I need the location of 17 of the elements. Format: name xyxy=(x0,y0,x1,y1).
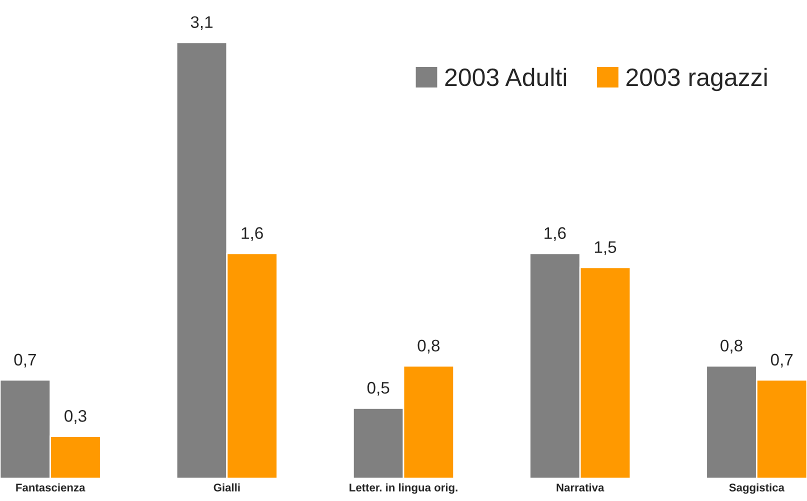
data-label: 0,8 xyxy=(720,340,742,354)
data-label: 0,8 xyxy=(418,340,440,354)
x-tick-label: Gialli xyxy=(214,483,240,492)
x-tick-label: Fantascienza xyxy=(16,483,86,492)
data-label: 0,3 xyxy=(64,410,86,424)
data-label: 0,5 xyxy=(367,382,390,396)
data-label: 1,6 xyxy=(242,227,263,241)
data-label: 3,1 xyxy=(190,16,213,30)
data-label: 1,6 xyxy=(544,227,566,241)
x-tick-label: Saggistica xyxy=(729,483,785,494)
x-tick-label: Letter. in lingua orig. xyxy=(350,483,458,494)
x-tick-label: Narrativa xyxy=(556,483,604,492)
legend-label: 2003 ragazzi xyxy=(626,68,767,92)
legend-label: 2003 Adulti xyxy=(445,68,566,86)
data-label: 0,7 xyxy=(14,354,36,368)
data-label: 1,5 xyxy=(594,241,616,256)
data-label: 0,7 xyxy=(770,354,793,368)
